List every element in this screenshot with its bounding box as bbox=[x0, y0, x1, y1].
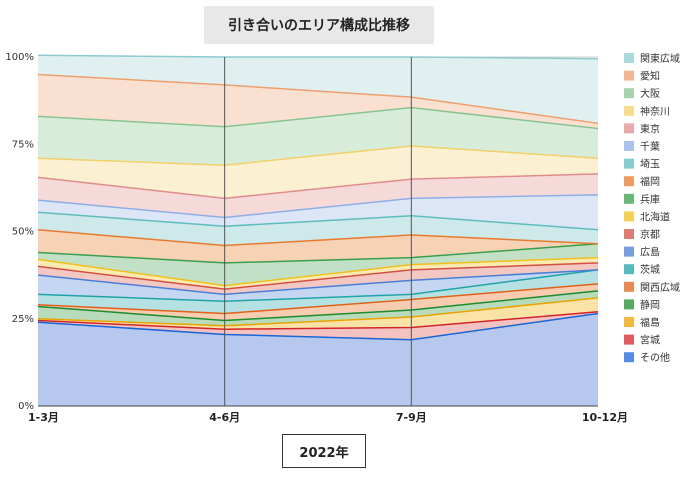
legend-swatch bbox=[624, 70, 634, 81]
legend-swatch bbox=[624, 176, 634, 187]
line-series-0 bbox=[37, 312, 599, 341]
line-series-12 bbox=[37, 194, 599, 219]
y-tick-label: 100% bbox=[5, 52, 34, 63]
line-series-7 bbox=[37, 262, 599, 290]
legend-swatch bbox=[624, 299, 634, 310]
legend-swatch bbox=[624, 246, 634, 257]
x-axis-title: 2022年 bbox=[282, 434, 366, 468]
area-series-5 bbox=[38, 269, 598, 314]
line-series-15 bbox=[37, 106, 599, 130]
legend-swatch bbox=[624, 193, 634, 204]
line-series-5 bbox=[37, 269, 599, 303]
x-tick-label: 1-3月 bbox=[28, 411, 59, 424]
line-series-17 bbox=[37, 54, 599, 60]
line-series-2 bbox=[37, 297, 599, 327]
legend-swatch bbox=[624, 352, 634, 363]
line-series-16 bbox=[37, 73, 599, 125]
line-series-10 bbox=[37, 229, 599, 247]
area-series-7 bbox=[38, 262, 598, 295]
legend-swatch bbox=[624, 141, 634, 151]
line-series-6 bbox=[37, 269, 599, 296]
area-series-8 bbox=[38, 257, 598, 290]
area-series-6 bbox=[38, 269, 598, 302]
x-tick-label: 10-12月 bbox=[582, 411, 628, 424]
legend-label: その他 bbox=[640, 351, 670, 364]
legend-label: 愛知 bbox=[640, 70, 660, 83]
y-tick-label: 75% bbox=[12, 139, 34, 150]
legend-label: 茨城 bbox=[640, 263, 660, 276]
legend-swatch bbox=[624, 334, 634, 345]
legend-label: 北海道 bbox=[640, 210, 670, 223]
legend-label: 関西広域 bbox=[640, 281, 680, 294]
legend-swatch bbox=[624, 317, 634, 327]
legend-label: 京都 bbox=[640, 228, 660, 241]
legend-label: 神奈川 bbox=[640, 105, 670, 118]
area-series-14 bbox=[38, 145, 598, 199]
legend-label: 埼玉 bbox=[640, 158, 660, 171]
legend-label: 大阪 bbox=[640, 87, 660, 100]
area-series-2 bbox=[38, 297, 598, 330]
legend-label: 福岡 bbox=[640, 175, 660, 188]
area-series-0 bbox=[38, 313, 598, 406]
line-series-11 bbox=[37, 211, 599, 231]
legend-swatch bbox=[624, 211, 634, 222]
area-series-13 bbox=[38, 173, 598, 218]
line-series-13 bbox=[37, 173, 599, 200]
legend-label: 関東広域 bbox=[640, 52, 680, 65]
legend-swatch bbox=[624, 88, 634, 99]
legend-swatch bbox=[624, 53, 634, 63]
area-series-12 bbox=[38, 194, 598, 230]
x-tick-label: 7-9月 bbox=[396, 411, 427, 424]
area-series-16 bbox=[38, 74, 598, 129]
legend-label: 東京 bbox=[640, 122, 660, 135]
y-tick-label: 0% bbox=[18, 401, 34, 412]
line-series-14 bbox=[37, 145, 599, 166]
legend-label: 福島 bbox=[640, 316, 660, 329]
area-series-15 bbox=[38, 107, 598, 166]
legend-swatch bbox=[624, 123, 634, 134]
line-series-8 bbox=[37, 256, 599, 287]
chart-title: 引き合いのエリア構成比推移 bbox=[204, 6, 434, 44]
y-tick-label: 25% bbox=[12, 314, 34, 325]
legend-label: 千葉 bbox=[640, 140, 660, 153]
line-series-3 bbox=[37, 290, 599, 322]
area-series-17 bbox=[38, 55, 598, 124]
legend-swatch bbox=[624, 264, 634, 275]
line-series-4 bbox=[37, 283, 599, 315]
legend-swatch bbox=[624, 158, 634, 169]
area-series-10 bbox=[38, 229, 598, 263]
x-tick-label: 4-6月 bbox=[209, 411, 240, 424]
legend-label: 静岡 bbox=[640, 298, 660, 311]
legend-label: 宮城 bbox=[640, 334, 660, 347]
legend-swatch bbox=[624, 281, 634, 292]
legend-label: 兵庫 bbox=[640, 193, 660, 206]
legend-swatch bbox=[624, 105, 634, 116]
y-tick-label: 50% bbox=[12, 227, 34, 238]
line-series-1 bbox=[37, 311, 599, 330]
legend-label: 広島 bbox=[640, 246, 660, 259]
line-series-9 bbox=[37, 242, 599, 264]
legend-swatch bbox=[624, 229, 634, 239]
